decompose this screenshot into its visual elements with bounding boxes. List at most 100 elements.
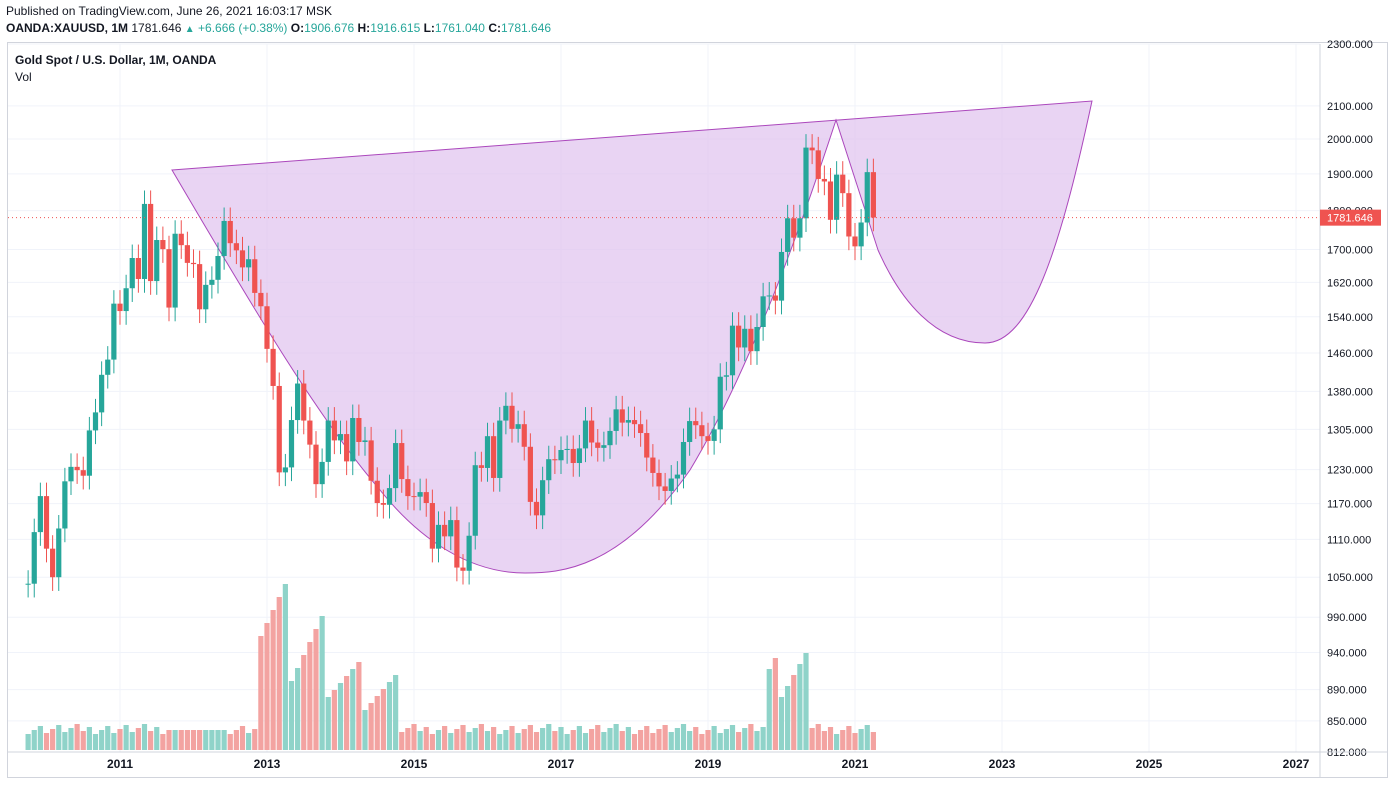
candle-body <box>772 295 778 301</box>
candle-body <box>295 383 301 421</box>
volume-bar <box>276 597 282 750</box>
volume-bar <box>852 733 858 750</box>
candle-body <box>570 448 576 464</box>
candle-body <box>748 328 754 352</box>
low-value: 1761.040 <box>434 21 485 35</box>
candle-body <box>411 496 417 498</box>
volume-bar <box>221 730 227 750</box>
candle-body <box>417 492 423 497</box>
volume-bar <box>288 681 295 750</box>
candle-body <box>527 446 533 502</box>
volume-bar <box>190 730 197 750</box>
x-tick-label: 2011 <box>107 757 133 771</box>
candle-body <box>662 486 668 491</box>
candle-body <box>564 448 570 450</box>
candle-body <box>172 233 178 308</box>
volume-bar <box>197 730 203 750</box>
volume-bar <box>803 653 809 750</box>
volume-bar <box>699 734 705 750</box>
y-tick-label: 1620.000 <box>1327 277 1373 289</box>
candle-body <box>674 474 680 479</box>
candle-body <box>190 262 197 265</box>
chart-frame[interactable] <box>7 42 1388 778</box>
candle-body <box>472 465 478 536</box>
volume-bar <box>99 730 105 750</box>
candle-body <box>68 466 74 482</box>
volume-bar <box>350 669 356 750</box>
candle-body <box>374 480 380 504</box>
x-tick-label: 2013 <box>254 757 281 771</box>
candle-body <box>515 424 521 429</box>
candle-body <box>778 251 785 301</box>
volume-bar <box>589 729 595 750</box>
volume-bar <box>117 729 123 750</box>
candle-body <box>239 250 246 268</box>
candle-body <box>619 409 625 423</box>
candle-body <box>766 295 772 297</box>
candle-body <box>301 383 307 421</box>
candle-body <box>264 306 270 349</box>
volume-bar <box>454 729 460 750</box>
candle-body <box>209 279 215 285</box>
candle-body <box>252 259 258 293</box>
volume-bar <box>209 730 215 750</box>
candle-body <box>31 532 37 584</box>
candle-body <box>791 218 797 238</box>
y-tick-label: 1170.000 <box>1327 499 1372 511</box>
candle-body <box>815 150 821 179</box>
candle-body <box>803 147 809 219</box>
candle-body <box>362 440 368 442</box>
volume-bar <box>215 730 221 750</box>
candle-body <box>197 264 203 310</box>
volume-bar <box>840 730 846 750</box>
volume-bar <box>791 675 797 750</box>
y-tick-label: 1700.000 <box>1327 245 1373 257</box>
y-tick-label: 2100.000 <box>1327 101 1373 113</box>
volume-bar <box>466 732 472 750</box>
candle-body <box>337 434 344 441</box>
volume-bar <box>411 724 417 750</box>
candle-body <box>325 420 331 462</box>
candle-body <box>613 409 619 431</box>
volume-label: Vol <box>15 70 32 84</box>
volume-bar <box>662 725 668 750</box>
candle-body <box>834 174 840 220</box>
candle-body <box>399 443 405 480</box>
volume-bar <box>729 725 736 750</box>
volume-bar <box>827 727 834 750</box>
candle-body <box>595 442 601 448</box>
volume-bar <box>582 733 589 750</box>
candle-body <box>344 434 350 462</box>
volume-bar <box>687 731 693 750</box>
x-tick-label: 2017 <box>548 757 575 771</box>
volume-bar <box>533 732 540 750</box>
candle-body <box>282 467 288 473</box>
candle-body <box>135 258 141 279</box>
y-tick-label: 850.000 <box>1327 716 1367 728</box>
volume-bar <box>576 726 582 750</box>
candle-body <box>491 436 497 478</box>
y-tick-label: 1110.000 <box>1327 534 1371 546</box>
volume-bar <box>129 732 135 750</box>
candle-body <box>307 420 313 445</box>
y-tick-label: 1900.000 <box>1327 169 1373 181</box>
volume-bar <box>809 728 815 750</box>
volume-bar <box>821 731 827 750</box>
candle-body <box>380 503 386 505</box>
volume-bar <box>160 734 166 750</box>
volume-bar <box>178 730 184 750</box>
x-tick-label: 2015 <box>401 757 428 771</box>
y-tick-label: 1460.000 <box>1327 348 1373 360</box>
candle-body <box>711 429 717 441</box>
volume-bar <box>344 676 350 750</box>
high-label: H: <box>357 21 371 35</box>
volume-bar <box>331 690 337 750</box>
volume-bar <box>870 732 876 750</box>
candle-body <box>785 218 791 252</box>
volume-bar <box>399 732 405 750</box>
volume-bar <box>111 733 117 750</box>
candle-body <box>754 327 760 352</box>
volume-bar <box>509 726 515 750</box>
candle-body <box>589 420 595 443</box>
